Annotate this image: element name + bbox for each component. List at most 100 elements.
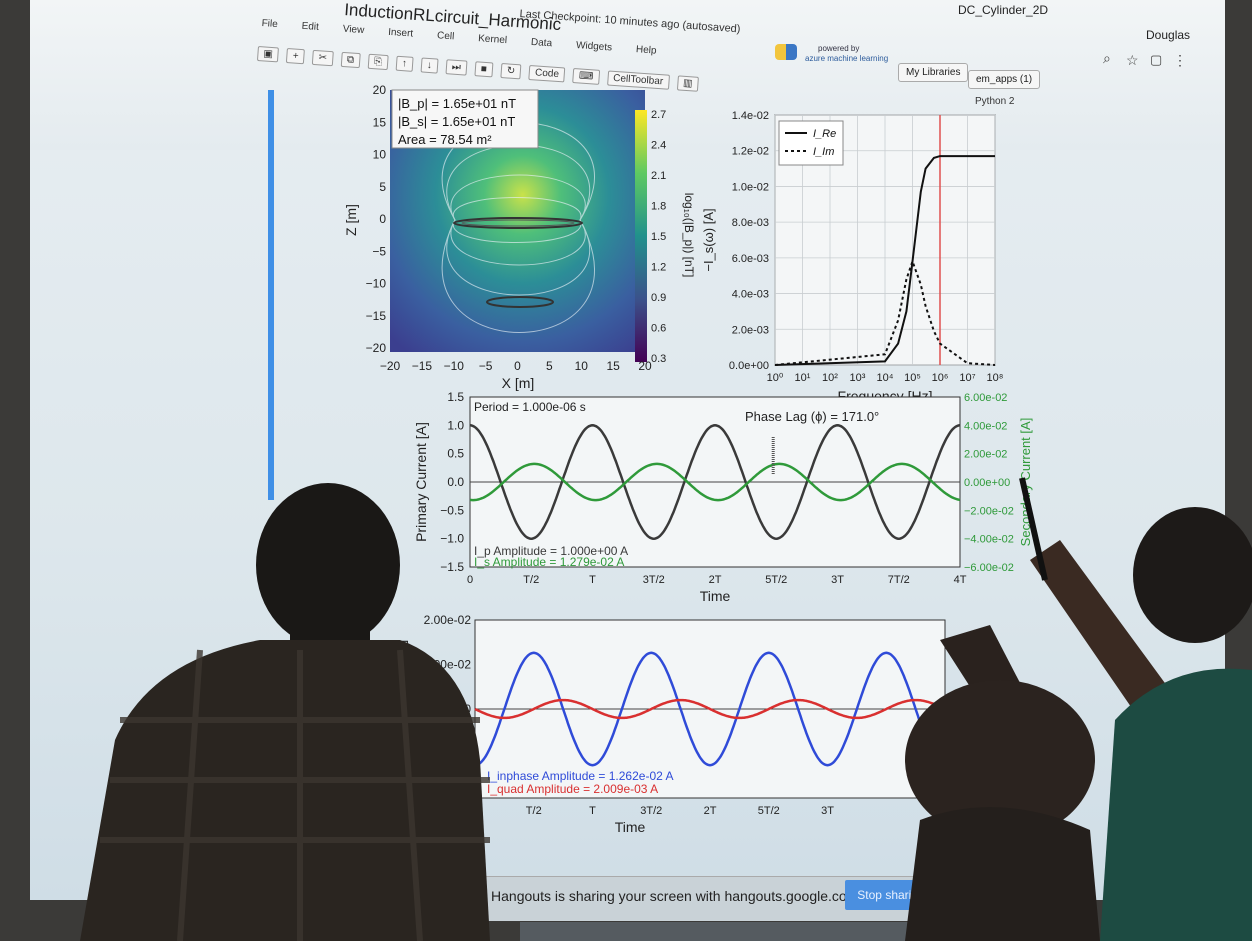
colorbar-tick-label: 0.9 xyxy=(651,292,666,304)
field-ytick-label: 0 xyxy=(379,212,386,226)
time1-xtick-label: 0 xyxy=(467,574,473,586)
extension-icon[interactable]: ▢ xyxy=(1150,52,1163,67)
freq-ytick-label: 4.0e-03 xyxy=(732,289,769,301)
field-xtick-label: 10 xyxy=(575,359,589,373)
browser-menu-icon[interactable]: ⋮ xyxy=(1173,52,1187,68)
time2-xtick-label: 3T xyxy=(821,805,834,817)
freq-legend-label: I_Im xyxy=(813,146,834,158)
field-ytick-label: 5 xyxy=(379,180,386,194)
field-ytick-label: 20 xyxy=(373,83,387,97)
field-ylabel: Z [m] xyxy=(343,204,359,236)
person-middle xyxy=(905,625,1100,941)
colorbar-tick-label: 0.6 xyxy=(651,323,666,335)
time1-xtick-label: 2T xyxy=(709,574,722,586)
time1-ytick-label: 1.0 xyxy=(447,418,464,432)
freq-legend xyxy=(778,120,844,166)
bookmark-star-icon[interactable]: ☆ xyxy=(1126,52,1139,68)
time1-ytick-right-label: 6.00e-02 xyxy=(964,392,1007,404)
time2-xlabel: Time xyxy=(615,819,646,835)
time1-ytick-right-label: −2.00e-02 xyxy=(964,505,1014,517)
time2-xtick-label: T/2 xyxy=(526,805,542,817)
colorbar-tick-label: 1.5 xyxy=(651,231,666,243)
colorbar-tick-label: 2.1 xyxy=(651,170,666,182)
time1-ytick-right-label: 4.00e-02 xyxy=(964,420,1007,432)
bp-magnitude: |B_p| = 1.65e+01 nT xyxy=(398,96,516,111)
freq-xtick-label: 10⁷ xyxy=(959,372,975,384)
azure-logo-icon xyxy=(775,44,797,60)
field-xtick-label: 0 xyxy=(514,359,521,373)
em-apps-button[interactable]: em_apps (1) xyxy=(968,70,1041,89)
freq-series-I_Im xyxy=(774,258,996,366)
time2-xtick-label: 5T/2 xyxy=(758,805,780,817)
active-cell-indicator xyxy=(268,90,274,500)
primary-current-curve xyxy=(469,424,961,540)
info-box xyxy=(391,89,539,149)
time1-ytick-label: 1.5 xyxy=(447,390,464,404)
field-xtick-label: −15 xyxy=(412,359,433,373)
time2-xtick-label: T xyxy=(589,805,596,817)
freq-xtick-label: 10⁵ xyxy=(904,372,921,384)
inphase-amplitude-text: I_inphase Amplitude = 1.262e-02 A xyxy=(487,769,673,783)
bs-magnitude: |B_s| = 1.65e+01 nT xyxy=(398,114,515,129)
freq-series-I_Re xyxy=(774,155,995,366)
time1-ytick-label: −1.0 xyxy=(440,532,464,546)
inphase-current-curve xyxy=(474,651,946,767)
freq-xtick-label: 10⁸ xyxy=(987,372,1004,384)
time2-xtick-label: 3T/2 xyxy=(640,805,662,817)
freq-ytick-label: 0.0e+00 xyxy=(729,360,769,372)
colorbar-ticks: 2.7 2.4 2.1 1.8 1.5 1.2 0.9 0.6 0.3 xyxy=(651,109,666,365)
primary-loop-inner xyxy=(461,219,575,227)
freq-ytick-label: 1.0e-02 xyxy=(732,181,769,193)
my-libraries-button[interactable]: My Libraries xyxy=(898,63,969,82)
field-xtick-label: 15 xyxy=(606,359,620,373)
colorbar-tick-label: 1.8 xyxy=(651,201,666,213)
time1-xtick-label: 4T xyxy=(954,574,967,586)
field-ytick-label: 15 xyxy=(373,115,387,129)
field-xtick-label: −5 xyxy=(479,359,493,373)
freq-xtick-label: 10¹ xyxy=(795,372,811,384)
freq-legend-label: I_Re xyxy=(813,128,836,140)
time1-ytick-right-label: 2.00e-02 xyxy=(964,449,1007,461)
field-plot: |B_p| = 1.65e+01 nT |B_s| = 1.65e+01 nT … xyxy=(343,83,696,391)
browser-tab-title[interactable]: DC_Cylinder_2D xyxy=(958,3,1049,17)
field-xlabel: X [m] xyxy=(502,375,535,391)
time2-xtick-label: 2T xyxy=(704,805,717,817)
field-ytick-label: −15 xyxy=(366,309,387,323)
freq-xtick-label: 10⁴ xyxy=(877,372,894,384)
time1-xtick-label: 7T/2 xyxy=(888,574,910,586)
freq-ylabel: −I_s(ω) [A] xyxy=(701,208,716,271)
field-ytick-label: −20 xyxy=(366,341,387,355)
search-icon[interactable]: ⌕ xyxy=(1103,50,1111,66)
field-y-ticks: 20 15 10 5 0 −5 −10 −15 −20 xyxy=(366,83,387,355)
brand-label: azure machine learning xyxy=(805,54,889,63)
time1-xtick-label: 3T/2 xyxy=(643,574,665,586)
freq-ytick-label: 6.0e-03 xyxy=(732,253,769,265)
field-xtick-label: 5 xyxy=(546,359,553,373)
colorbar-tick-label: 2.7 xyxy=(651,109,666,121)
time1-xtick-label: 5T/2 xyxy=(765,574,787,586)
browser-user[interactable]: Douglas xyxy=(1146,28,1191,42)
time1-ytick-label: 0.0 xyxy=(447,475,464,489)
time2-ytick-label: 2.00e-02 xyxy=(424,613,472,627)
period-text: Period = 1.000e-06 s xyxy=(474,400,586,414)
time1-xtick-label: 3T xyxy=(831,574,844,586)
colorbar-tick-label: 2.4 xyxy=(651,140,666,152)
time1-ytick-label: 0.5 xyxy=(447,447,464,461)
time1-ytick-right-label: −6.00e-02 xyxy=(964,562,1014,574)
kernel-indicator: Python 2 xyxy=(975,96,1015,107)
frequency-plot: 10⁰ 10¹ 10² 10³ 10⁴ 10⁵ 10⁶ 10⁷ 10⁸ 0.0e+00 2.0e-0… xyxy=(701,110,1004,404)
freq-xtick-label: 10³ xyxy=(850,372,866,384)
time1-ytick-right-label: 0.00e+00 xyxy=(964,477,1010,489)
field-ytick-label: −5 xyxy=(372,244,386,258)
field-xtick-label: −20 xyxy=(380,359,401,373)
colorbar xyxy=(635,110,647,362)
primary-amplitude-text: I_p Amplitude = 1.000e+00 A xyxy=(474,544,628,558)
colorbar-tick-label: 1.2 xyxy=(651,262,666,274)
time1-xtick-label: T xyxy=(589,574,596,586)
powered-by-label: powered by xyxy=(818,44,860,53)
time1-ytick-right-label: −4.00e-02 xyxy=(964,534,1014,546)
person-left xyxy=(80,483,490,941)
dock-bar xyxy=(520,922,920,941)
